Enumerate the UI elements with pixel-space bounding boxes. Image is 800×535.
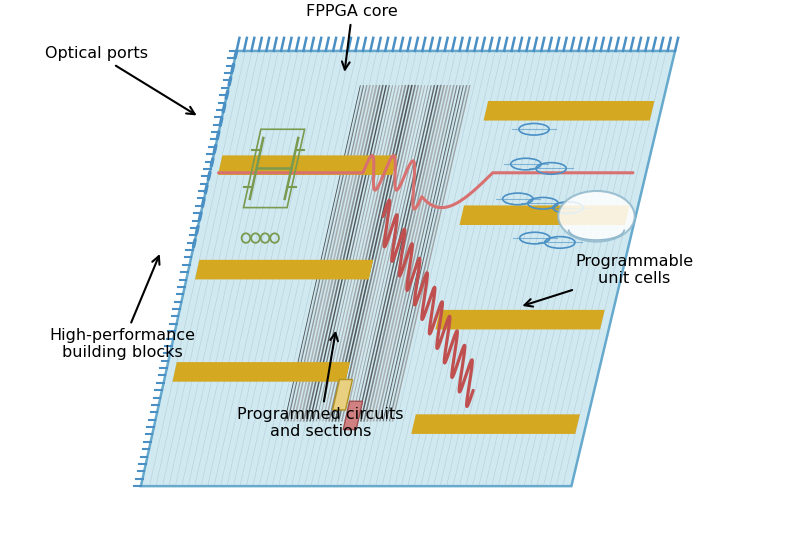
Polygon shape — [173, 362, 350, 381]
Polygon shape — [333, 379, 353, 410]
Polygon shape — [343, 401, 362, 430]
Polygon shape — [459, 205, 630, 225]
Polygon shape — [411, 414, 580, 434]
Polygon shape — [218, 155, 397, 175]
Polygon shape — [195, 260, 374, 279]
Text: Optical ports: Optical ports — [46, 47, 194, 114]
Polygon shape — [435, 310, 605, 330]
Polygon shape — [483, 101, 654, 120]
Text: High-performance
building blocks: High-performance building blocks — [50, 256, 195, 360]
Circle shape — [558, 191, 634, 242]
Text: Programmed circuits
and sections: Programmed circuits and sections — [237, 333, 403, 439]
Text: Programmable
unit cells: Programmable unit cells — [525, 254, 694, 307]
Polygon shape — [141, 51, 675, 486]
Text: FPPGA core: FPPGA core — [306, 4, 398, 70]
